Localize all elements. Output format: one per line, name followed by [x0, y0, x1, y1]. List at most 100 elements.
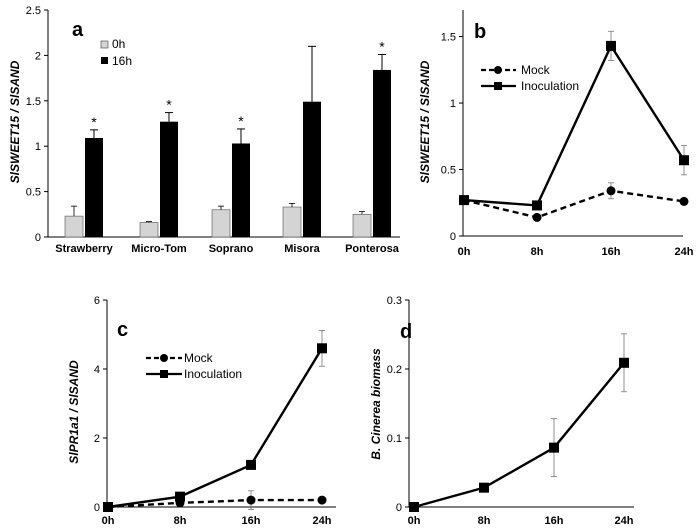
x-tick-label: 0h: [102, 515, 115, 527]
legend-label-0h: 0h: [112, 37, 125, 51]
bar-0h: [352, 213, 372, 238]
data-point-inoculation: [175, 491, 185, 502]
data-point-mock: [679, 196, 689, 206]
panel-c: c SlPR1a1 / SlSAND 0 2 4 6 0h 8h 16h 24h Mock …: [67, 295, 336, 527]
bar-0h: [64, 215, 84, 238]
data-point-inoculation: [606, 40, 616, 51]
series-line-mock: [463, 189, 685, 219]
y-tick-label: 6: [94, 295, 100, 307]
panel-label-c: c: [117, 319, 128, 341]
panel-a-bars: * * * *: [64, 38, 391, 238]
panel-a: a SlSWEET15 / SlSAND 0 0.5 1 1.5 2 2.5 * * * * S…: [8, 5, 400, 255]
data-point-biomass: [479, 482, 489, 493]
panel-c-x-ticks: 0h 8h 16h 24h: [102, 515, 332, 527]
legend-marker-mock: [160, 354, 168, 362]
panel-d-y-ticks: 0 0.1 0.2 0.3: [387, 295, 409, 514]
x-tick-label: 24h: [675, 246, 694, 258]
x-tick-label: 16h: [242, 515, 261, 527]
y-tick-label: 0: [450, 231, 456, 243]
y-tick-label: 1: [450, 98, 456, 110]
data-point-inoculation: [679, 155, 689, 166]
bar-0h: [139, 222, 159, 238]
y-tick-label: 1.5: [26, 96, 41, 108]
panel-d: d B. Cinerea biomass 0 0.1 0.2 0.3 0h 8h 16h 2…: [369, 295, 634, 527]
significance-star: *: [91, 114, 97, 130]
y-tick-label: 0: [396, 502, 402, 514]
panel-a-legend: 0h 16h: [100, 37, 132, 68]
x-tick-label: 8h: [531, 246, 544, 258]
data-point-mock: [317, 495, 327, 505]
significance-star: *: [379, 38, 385, 54]
panel-b-lines: [459, 30, 689, 222]
panel-b-y-axis-label: SlSWEET15 / SlSAND: [418, 60, 432, 183]
bar-16h: [85, 138, 103, 237]
bar-16h: [373, 69, 391, 237]
x-tick-label: 8h: [174, 515, 187, 527]
y-tick-label: 2: [35, 50, 41, 62]
data-point-inoculation: [459, 195, 469, 206]
series-line-inoculation: [463, 43, 686, 207]
x-tick-label: Misora: [284, 243, 320, 255]
data-point-mock: [606, 186, 616, 196]
y-tick-label: 0.5: [26, 187, 41, 199]
legend-marker-inoculation: [160, 370, 168, 378]
x-tick-label: 0h: [458, 246, 471, 258]
panel-label-a: a: [72, 19, 84, 41]
data-point-inoculation: [317, 343, 327, 354]
y-tick-label: 2.5: [26, 5, 41, 17]
legend-marker-mock: [494, 66, 502, 74]
legend-marker-inoculation: [494, 82, 502, 90]
data-point-inoculation: [532, 200, 542, 211]
panel-b-legend: Mock Inoculation: [481, 63, 579, 93]
x-tick-label: 24h: [615, 515, 634, 527]
panel-c-y-ticks: 0 2 4 6: [94, 295, 107, 514]
y-tick-label: 0.1: [387, 433, 402, 445]
panel-label-b: b: [474, 21, 486, 43]
legend-label-16h: 16h: [112, 54, 132, 68]
panel-a-y-axis-label: SlSWEET15 / SlSAND: [8, 60, 22, 183]
panel-a-y-ticks: 0 0.5 1 1.5 2 2.5: [26, 5, 48, 244]
panel-d-y-axis-label: B. Cinerea biomass: [369, 348, 383, 460]
panel-b: b SlSWEET15 / SlSAND 0 0.5 1 1.5 0h 8h 16h 24h…: [418, 10, 694, 258]
panel-b-y-ticks: 0 0.5 1 1.5: [441, 32, 463, 243]
data-point-biomass: [619, 357, 629, 368]
bar-16h: [303, 101, 321, 237]
legend-swatch-0h: [100, 40, 109, 49]
bar-16h: [160, 121, 178, 237]
significance-star: *: [166, 97, 172, 113]
y-tick-label: 0.2: [387, 364, 402, 376]
data-point-mock: [532, 212, 542, 222]
x-tick-label: Strawberry: [55, 243, 113, 255]
significance-star: *: [238, 113, 244, 129]
panel-label-d: d: [400, 321, 412, 343]
x-tick-label: Soprano: [209, 243, 254, 255]
series-line-biomass: [413, 362, 625, 509]
panel-c-y-axis-label: SlPR1a1 / SlSAND: [67, 360, 81, 464]
panel-c-lines: [103, 329, 327, 512]
x-tick-label: Ponterosa: [345, 243, 400, 255]
series-line-inoculation: [107, 347, 324, 509]
data-point-biomass: [549, 442, 559, 453]
x-tick-label: 0h: [408, 515, 421, 527]
x-tick-label: 16h: [545, 515, 564, 527]
legend-label-mock: Mock: [184, 351, 214, 365]
data-point-inoculation: [246, 459, 256, 470]
panel-c-legend: Mock Inoculation: [146, 351, 242, 381]
legend-label-inoculation: Inoculation: [521, 79, 579, 93]
panel-d-line: [409, 333, 629, 512]
x-tick-label: Micro-Tom: [131, 243, 187, 255]
data-point-inoculation: [103, 502, 113, 512]
bar-16h: [232, 143, 250, 237]
x-tick-label: 16h: [602, 246, 621, 258]
bar-0h: [211, 209, 231, 238]
legend-label-mock: Mock: [521, 63, 551, 77]
y-tick-label: 0.5: [441, 165, 456, 177]
y-tick-label: 0: [94, 502, 100, 514]
data-point-biomass: [409, 502, 419, 512]
panel-b-x-ticks: 0h 8h 16h 24h: [458, 246, 694, 258]
y-tick-label: 4: [94, 364, 100, 376]
y-tick-label: 1: [35, 141, 41, 153]
y-tick-label: 2: [94, 433, 100, 445]
y-tick-label: 0.3: [387, 295, 402, 307]
